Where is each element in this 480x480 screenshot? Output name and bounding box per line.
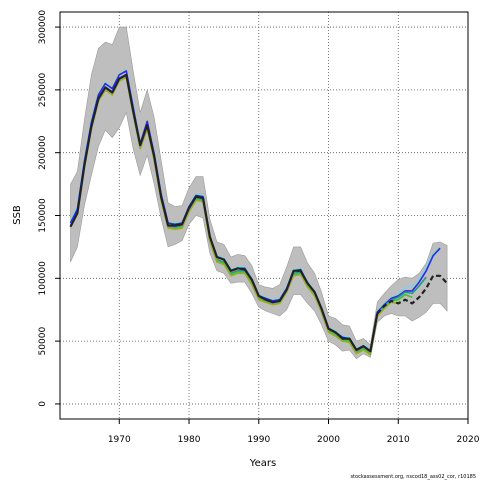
series-line-olive: [69, 76, 399, 356]
x-axis: 1970 1980 1990 2000 2010 2020: [108, 419, 480, 445]
y-tick-label: 250000: [38, 72, 48, 107]
x-tick-label: 2010: [387, 435, 410, 445]
footer-credit: stockassessment.org, nscod18_ass02_cor, …: [350, 474, 476, 480]
x-tick-label: 1980: [178, 435, 201, 445]
y-tick-label: 150000: [38, 198, 48, 233]
confidence-band: [70, 26, 448, 360]
y-tick-label: 200000: [38, 135, 48, 170]
y-axis-label: SSB: [12, 205, 23, 225]
series-line-main-dashed: [376, 274, 448, 315]
y-tick-label: 300000: [38, 10, 48, 45]
x-tick-label: 2020: [457, 435, 480, 445]
x-tick-label: 1970: [108, 435, 131, 445]
y-axis: 0 50000 100000 150000 200000 250000 300000: [38, 10, 60, 407]
y-tick-label: 50000: [38, 327, 48, 356]
x-axis-label: Years: [249, 458, 276, 469]
series-line-main: [69, 73, 379, 353]
series-lines: [69, 69, 448, 356]
x-tick-label: 1990: [247, 435, 270, 445]
y-tick-label: 100000: [38, 261, 48, 296]
x-tick-label: 2000: [317, 435, 340, 445]
y-tick-label: 0: [38, 401, 48, 407]
